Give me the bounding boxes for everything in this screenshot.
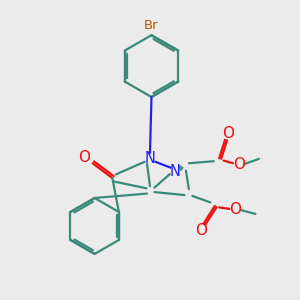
Text: O: O [230,202,242,217]
Text: N: N [145,151,155,166]
Text: Br: Br [144,19,159,32]
Text: O: O [78,150,90,165]
Text: N: N [169,164,181,179]
Text: O: O [195,224,207,238]
Text: O: O [223,126,235,141]
Text: O: O [233,157,245,172]
